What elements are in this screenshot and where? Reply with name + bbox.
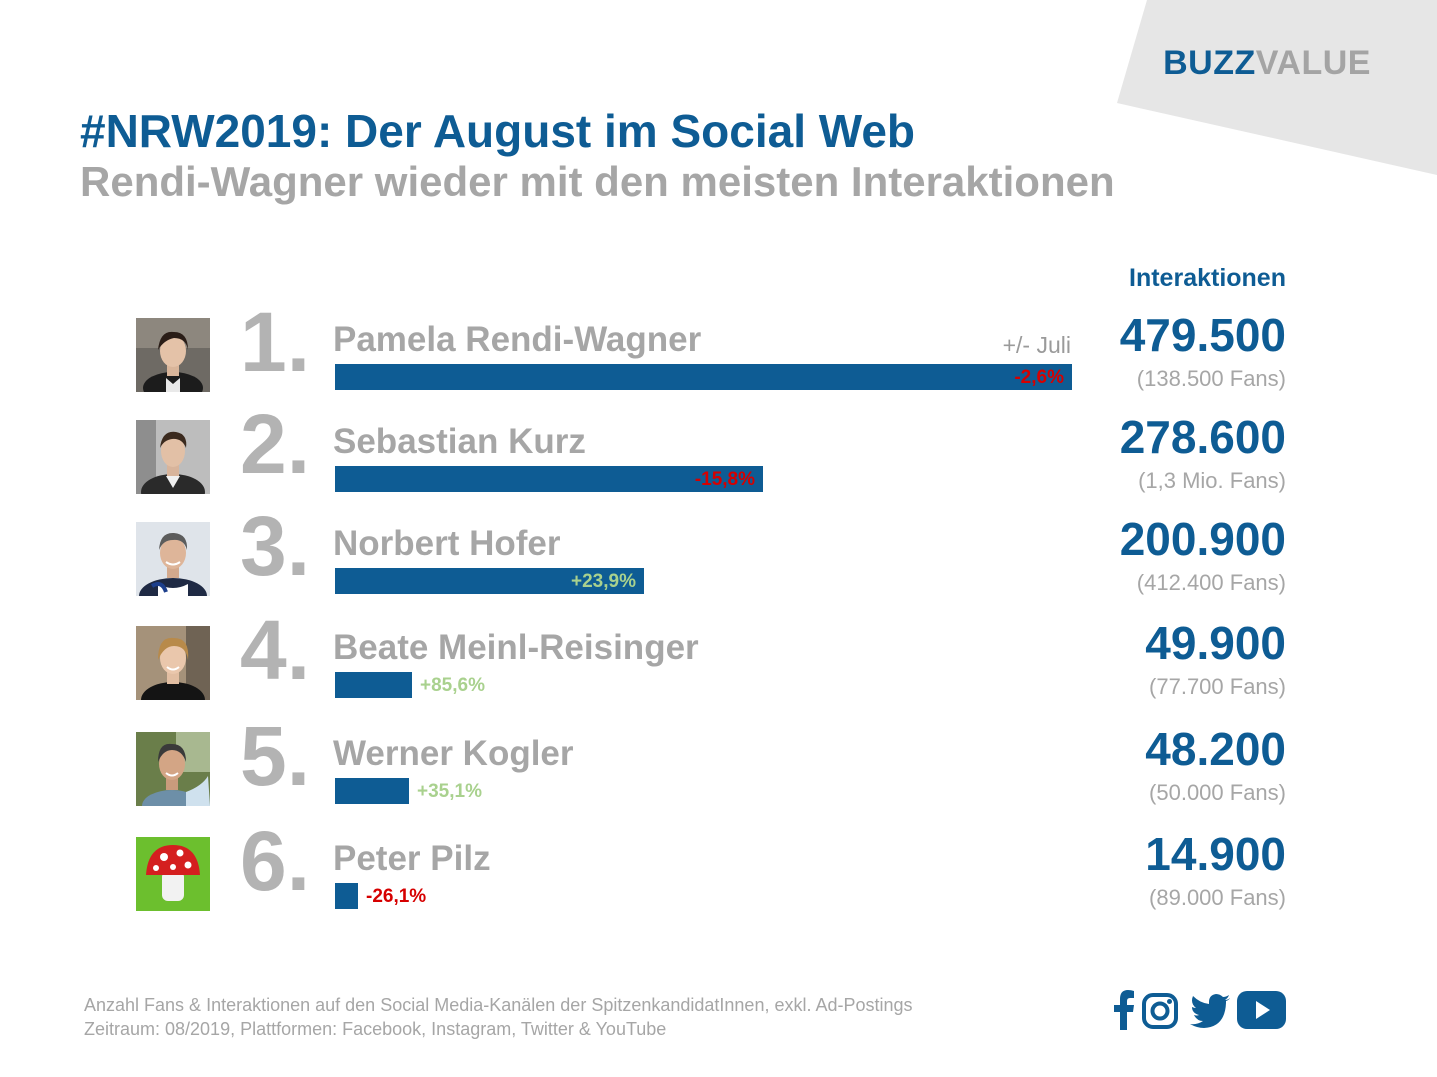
candidate-photo	[136, 318, 210, 392]
ranking-row: 3. Norbert Hofer +23,9% 200.900 (412.400…	[0, 504, 1437, 622]
rank-number: 1.	[240, 295, 311, 389]
change-label: +35,1%	[417, 781, 482, 802]
rank-number: 2.	[240, 397, 311, 491]
change-label: +85,6%	[420, 675, 485, 696]
interactions-value: 49.900	[1145, 617, 1286, 669]
candidate-name: Sebastian Kurz	[333, 422, 586, 461]
ranking-row: 4. Beate Meinl-Reisinger +85,6% 49.900 (…	[0, 608, 1437, 726]
candidate-name: Werner Kogler	[333, 734, 574, 773]
rank-number: 5.	[240, 709, 311, 803]
candidate-name: Norbert Hofer	[333, 524, 561, 563]
twitter-icon	[1190, 994, 1230, 1028]
interactions-value: 200.900	[1119, 513, 1286, 565]
interactions-value: 479.500	[1119, 309, 1286, 361]
rank-number: 6.	[240, 814, 311, 908]
change-column-header: +/- Juli	[1002, 332, 1071, 358]
footnote-line-2: Zeitraum: 08/2019, Plattformen: Facebook…	[84, 1019, 667, 1039]
ranking-row: 2. Sebastian Kurz -15,8% 278.600 (1,3 Mi…	[0, 402, 1437, 520]
candidate-photo	[136, 837, 210, 911]
fans-count: (50.000 Fans)	[1149, 780, 1286, 805]
interactions-bar	[335, 568, 644, 594]
change-label: +23,9%	[571, 571, 636, 592]
candidate-photo	[136, 626, 210, 700]
interactions-bar	[335, 672, 412, 698]
rank-number: 4.	[240, 603, 311, 697]
candidate-name: Beate Meinl-Reisinger	[333, 628, 699, 667]
interactions-bar	[335, 778, 409, 804]
page-title: #NRW2019: Der August im Social Web	[80, 105, 916, 157]
ranking-row: 5. Werner Kogler +35,1% 48.200 (50.000 F…	[0, 714, 1437, 832]
interactions-value: 48.200	[1145, 723, 1286, 775]
facebook-icon	[1114, 990, 1134, 1030]
interactions-bar	[335, 883, 358, 909]
change-label: -26,1%	[366, 886, 427, 907]
buzzvalue-logo: BUZZVALUE	[1163, 44, 1371, 83]
fans-count: (412.400 Fans)	[1136, 570, 1286, 595]
fans-count: (89.000 Fans)	[1149, 885, 1286, 910]
interactions-column-header: Interaktionen	[1129, 264, 1286, 292]
interactions-value: 14.900	[1145, 828, 1286, 880]
fans-count: (138.500 Fans)	[1136, 366, 1286, 391]
candidate-photo	[136, 732, 210, 806]
logo-part-value: VALUE	[1255, 44, 1371, 82]
candidate-name: Peter Pilz	[333, 839, 491, 878]
logo-part-buzz: BUZZ	[1163, 44, 1256, 82]
interactions-bar	[335, 466, 763, 492]
change-label: -2,6%	[1014, 367, 1064, 388]
change-label: -15,8%	[694, 469, 755, 490]
interactions-bar	[335, 364, 1072, 390]
interactions-value: 278.600	[1119, 411, 1286, 463]
ranking-row: 1. Pamela Rendi-Wagner -2,6% 479.500 (13…	[0, 300, 1437, 418]
fans-count: (77.700 Fans)	[1149, 674, 1286, 699]
candidate-photo	[136, 420, 210, 494]
ranking-row: 6. Peter Pilz -26,1% 14.900 (89.000 Fans…	[0, 819, 1437, 937]
candidate-photo	[136, 522, 210, 596]
instagram-icon	[1142, 993, 1178, 1029]
candidate-name: Pamela Rendi-Wagner	[333, 320, 702, 359]
page-subtitle: Rendi-Wagner wieder mit den meisten Inte…	[80, 158, 1115, 205]
rank-number: 3.	[240, 499, 311, 593]
footnote-line-1: Anzahl Fans & Interaktionen auf den Soci…	[84, 995, 913, 1015]
youtube-icon	[1237, 991, 1286, 1029]
fans-count: (1,3 Mio. Fans)	[1138, 468, 1286, 493]
